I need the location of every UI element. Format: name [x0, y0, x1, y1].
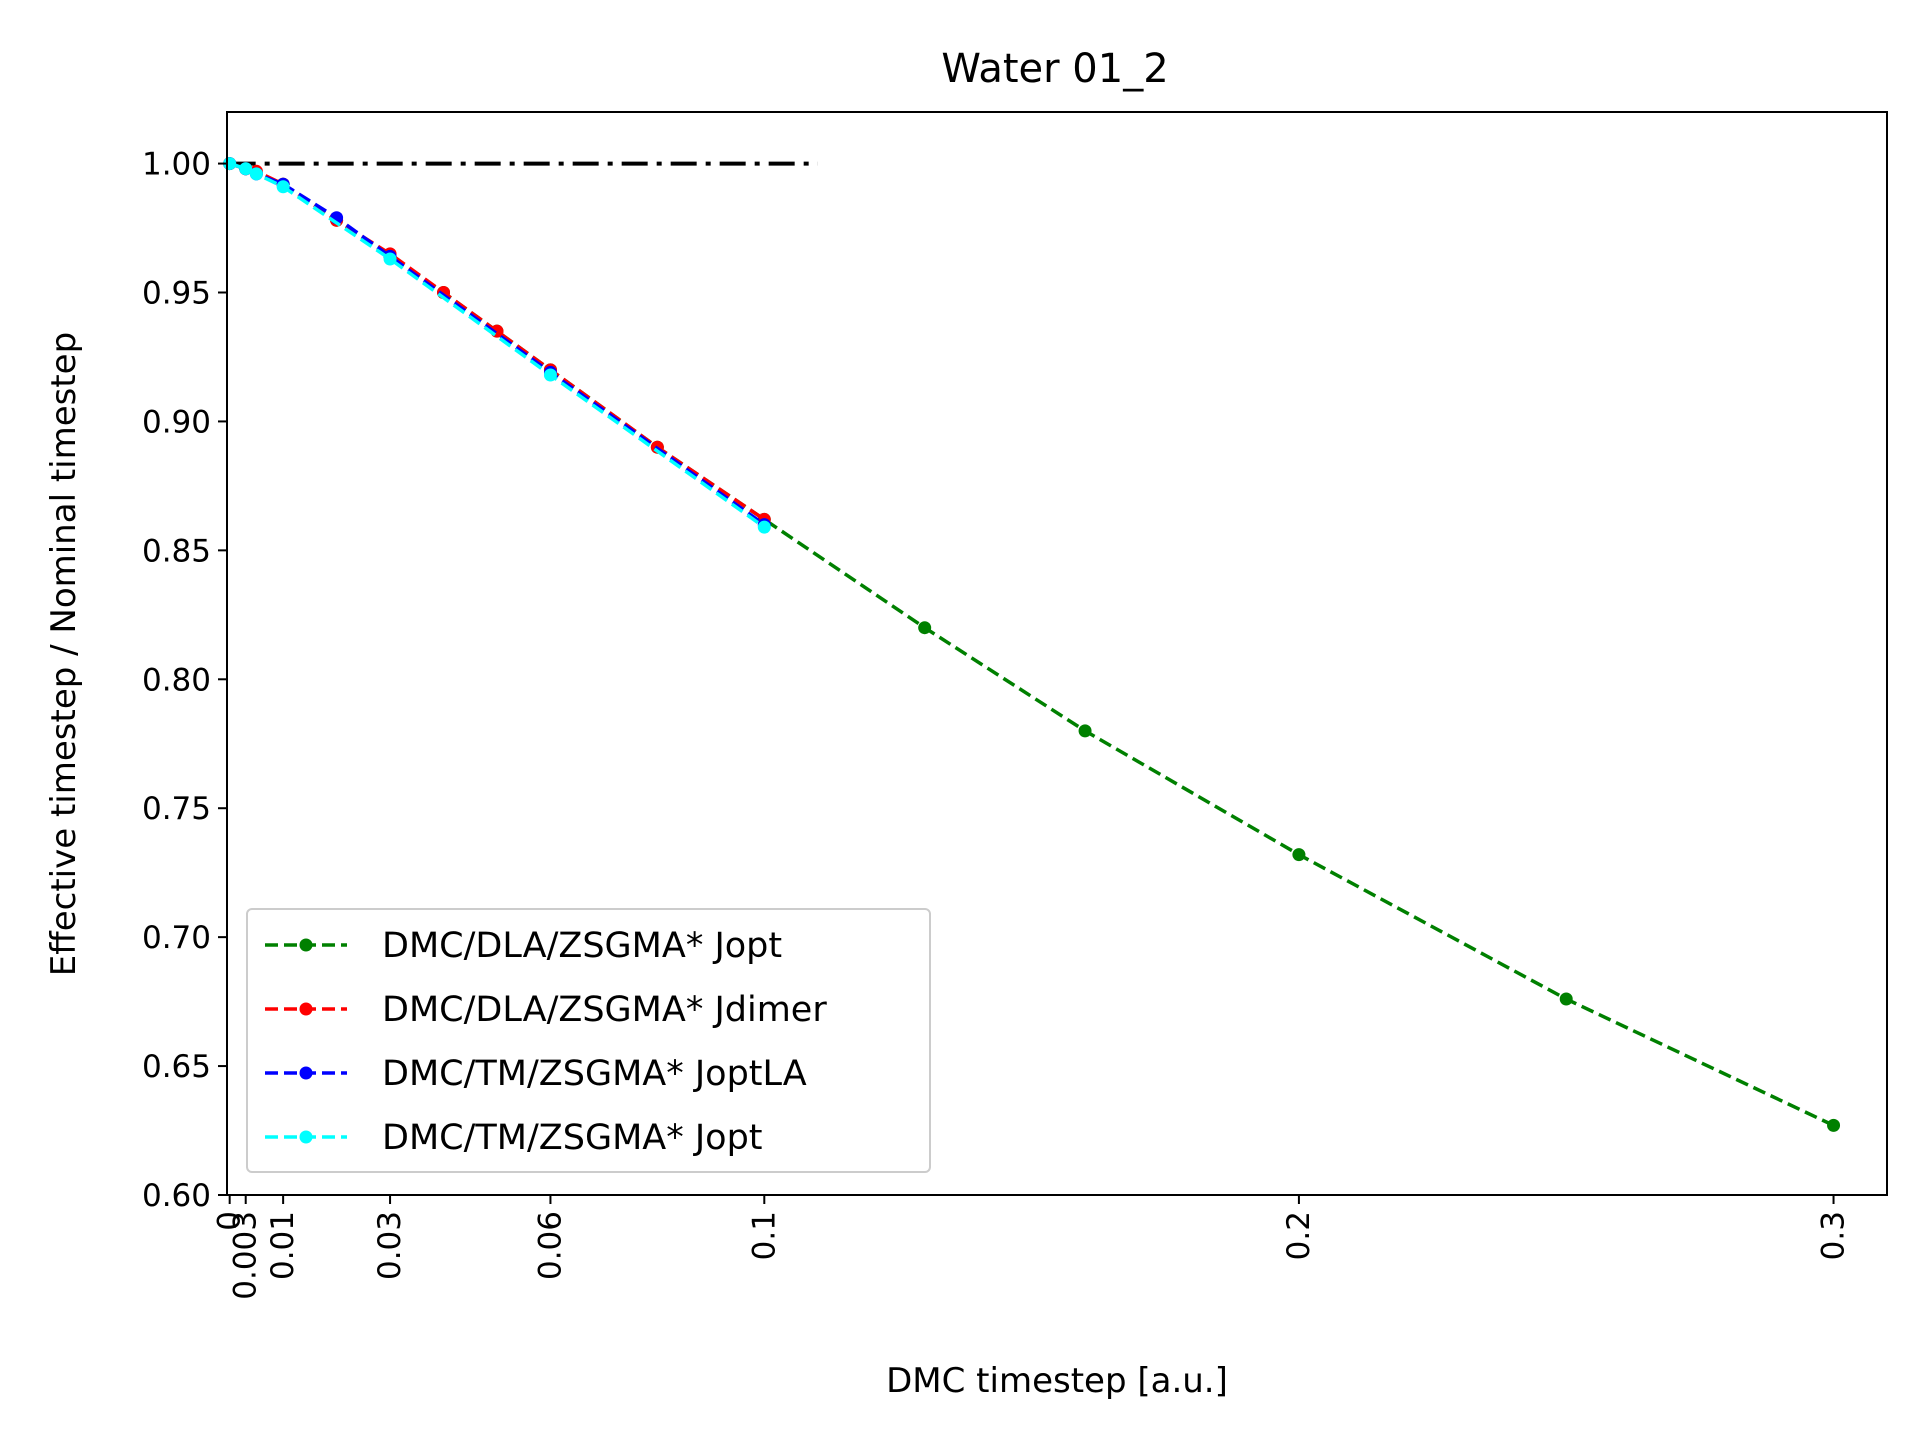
data-point	[239, 162, 253, 176]
y-tick-label: 0.60	[142, 1178, 211, 1214]
x-axis-label: DMC timestep [a.u.]	[886, 1361, 1228, 1401]
data-point	[543, 368, 557, 382]
y-axis: 0.60 0.65 0.70 0.75 0.80 0.85 0.90 0.95 1.00	[142, 147, 227, 1214]
x-axis: 00.003 0.01 0.03 0.06 0.1 0.2 0.3	[212, 1195, 1852, 1300]
y-tick-label: 0.80	[142, 662, 211, 698]
data-point	[918, 621, 932, 635]
legend-box	[246, 908, 931, 1173]
legend: DMC/DLA/ZSGMA* Jopt DMC/DLA/ZSGMA* Jdimer…	[246, 908, 931, 1173]
legend-label: DMC/TM/ZSGMA* Jopt	[382, 1118, 763, 1158]
data-point	[249, 167, 263, 181]
plot-frame	[226, 111, 1888, 1196]
chart-title: Water 01_2	[941, 46, 1168, 92]
y-tick-label: 0.85	[142, 533, 211, 569]
y-tick-label: 1.00	[142, 147, 211, 183]
legend-label: DMC/DLA/ZSGMA* Jdimer	[382, 990, 827, 1030]
x-tick-label: 0.1	[746, 1211, 782, 1260]
data-point	[383, 252, 397, 266]
y-tick-label: 0.90	[142, 404, 211, 440]
data-point	[1827, 1118, 1841, 1132]
data-point	[1078, 724, 1092, 738]
y-tick-label: 0.75	[142, 791, 211, 827]
legend-swatch-marker	[299, 1066, 313, 1080]
y-tick-label: 0.70	[142, 920, 211, 956]
legend-swatch-marker	[299, 1130, 313, 1144]
series-line-2	[229, 161, 766, 526]
data-point	[1292, 848, 1306, 862]
data-point	[276, 180, 290, 194]
y-axis-label: Effective timestep / Nominal timestep	[44, 332, 84, 976]
x-tick-label: 0.3	[1816, 1211, 1852, 1260]
series-layer	[223, 157, 1841, 1132]
data-point	[1559, 992, 1573, 1006]
legend-label: DMC/TM/ZSGMA* JoptLA	[382, 1054, 807, 1094]
legend-swatch-marker	[299, 1002, 313, 1016]
x-tick-label: 0.2	[1281, 1211, 1317, 1260]
data-point	[757, 520, 771, 534]
x-tick-label: 0	[212, 1211, 248, 1231]
y-tick-label: 0.95	[142, 276, 211, 312]
y-tick-label: 0.65	[142, 1049, 211, 1085]
x-tick-label: 0.01	[265, 1211, 301, 1280]
x-tick-label: 0.06	[532, 1211, 568, 1280]
legend-label: DMC/DLA/ZSGMA* Jopt	[382, 926, 782, 966]
x-tick-label: 0.03	[372, 1211, 408, 1280]
legend-swatch-marker	[299, 938, 313, 952]
x-tick-label: 0.003	[228, 1211, 264, 1300]
